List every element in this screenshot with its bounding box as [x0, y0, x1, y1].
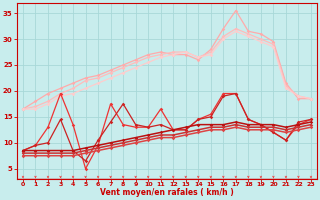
X-axis label: Vent moyen/en rafales ( km/h ): Vent moyen/en rafales ( km/h ): [100, 188, 234, 197]
